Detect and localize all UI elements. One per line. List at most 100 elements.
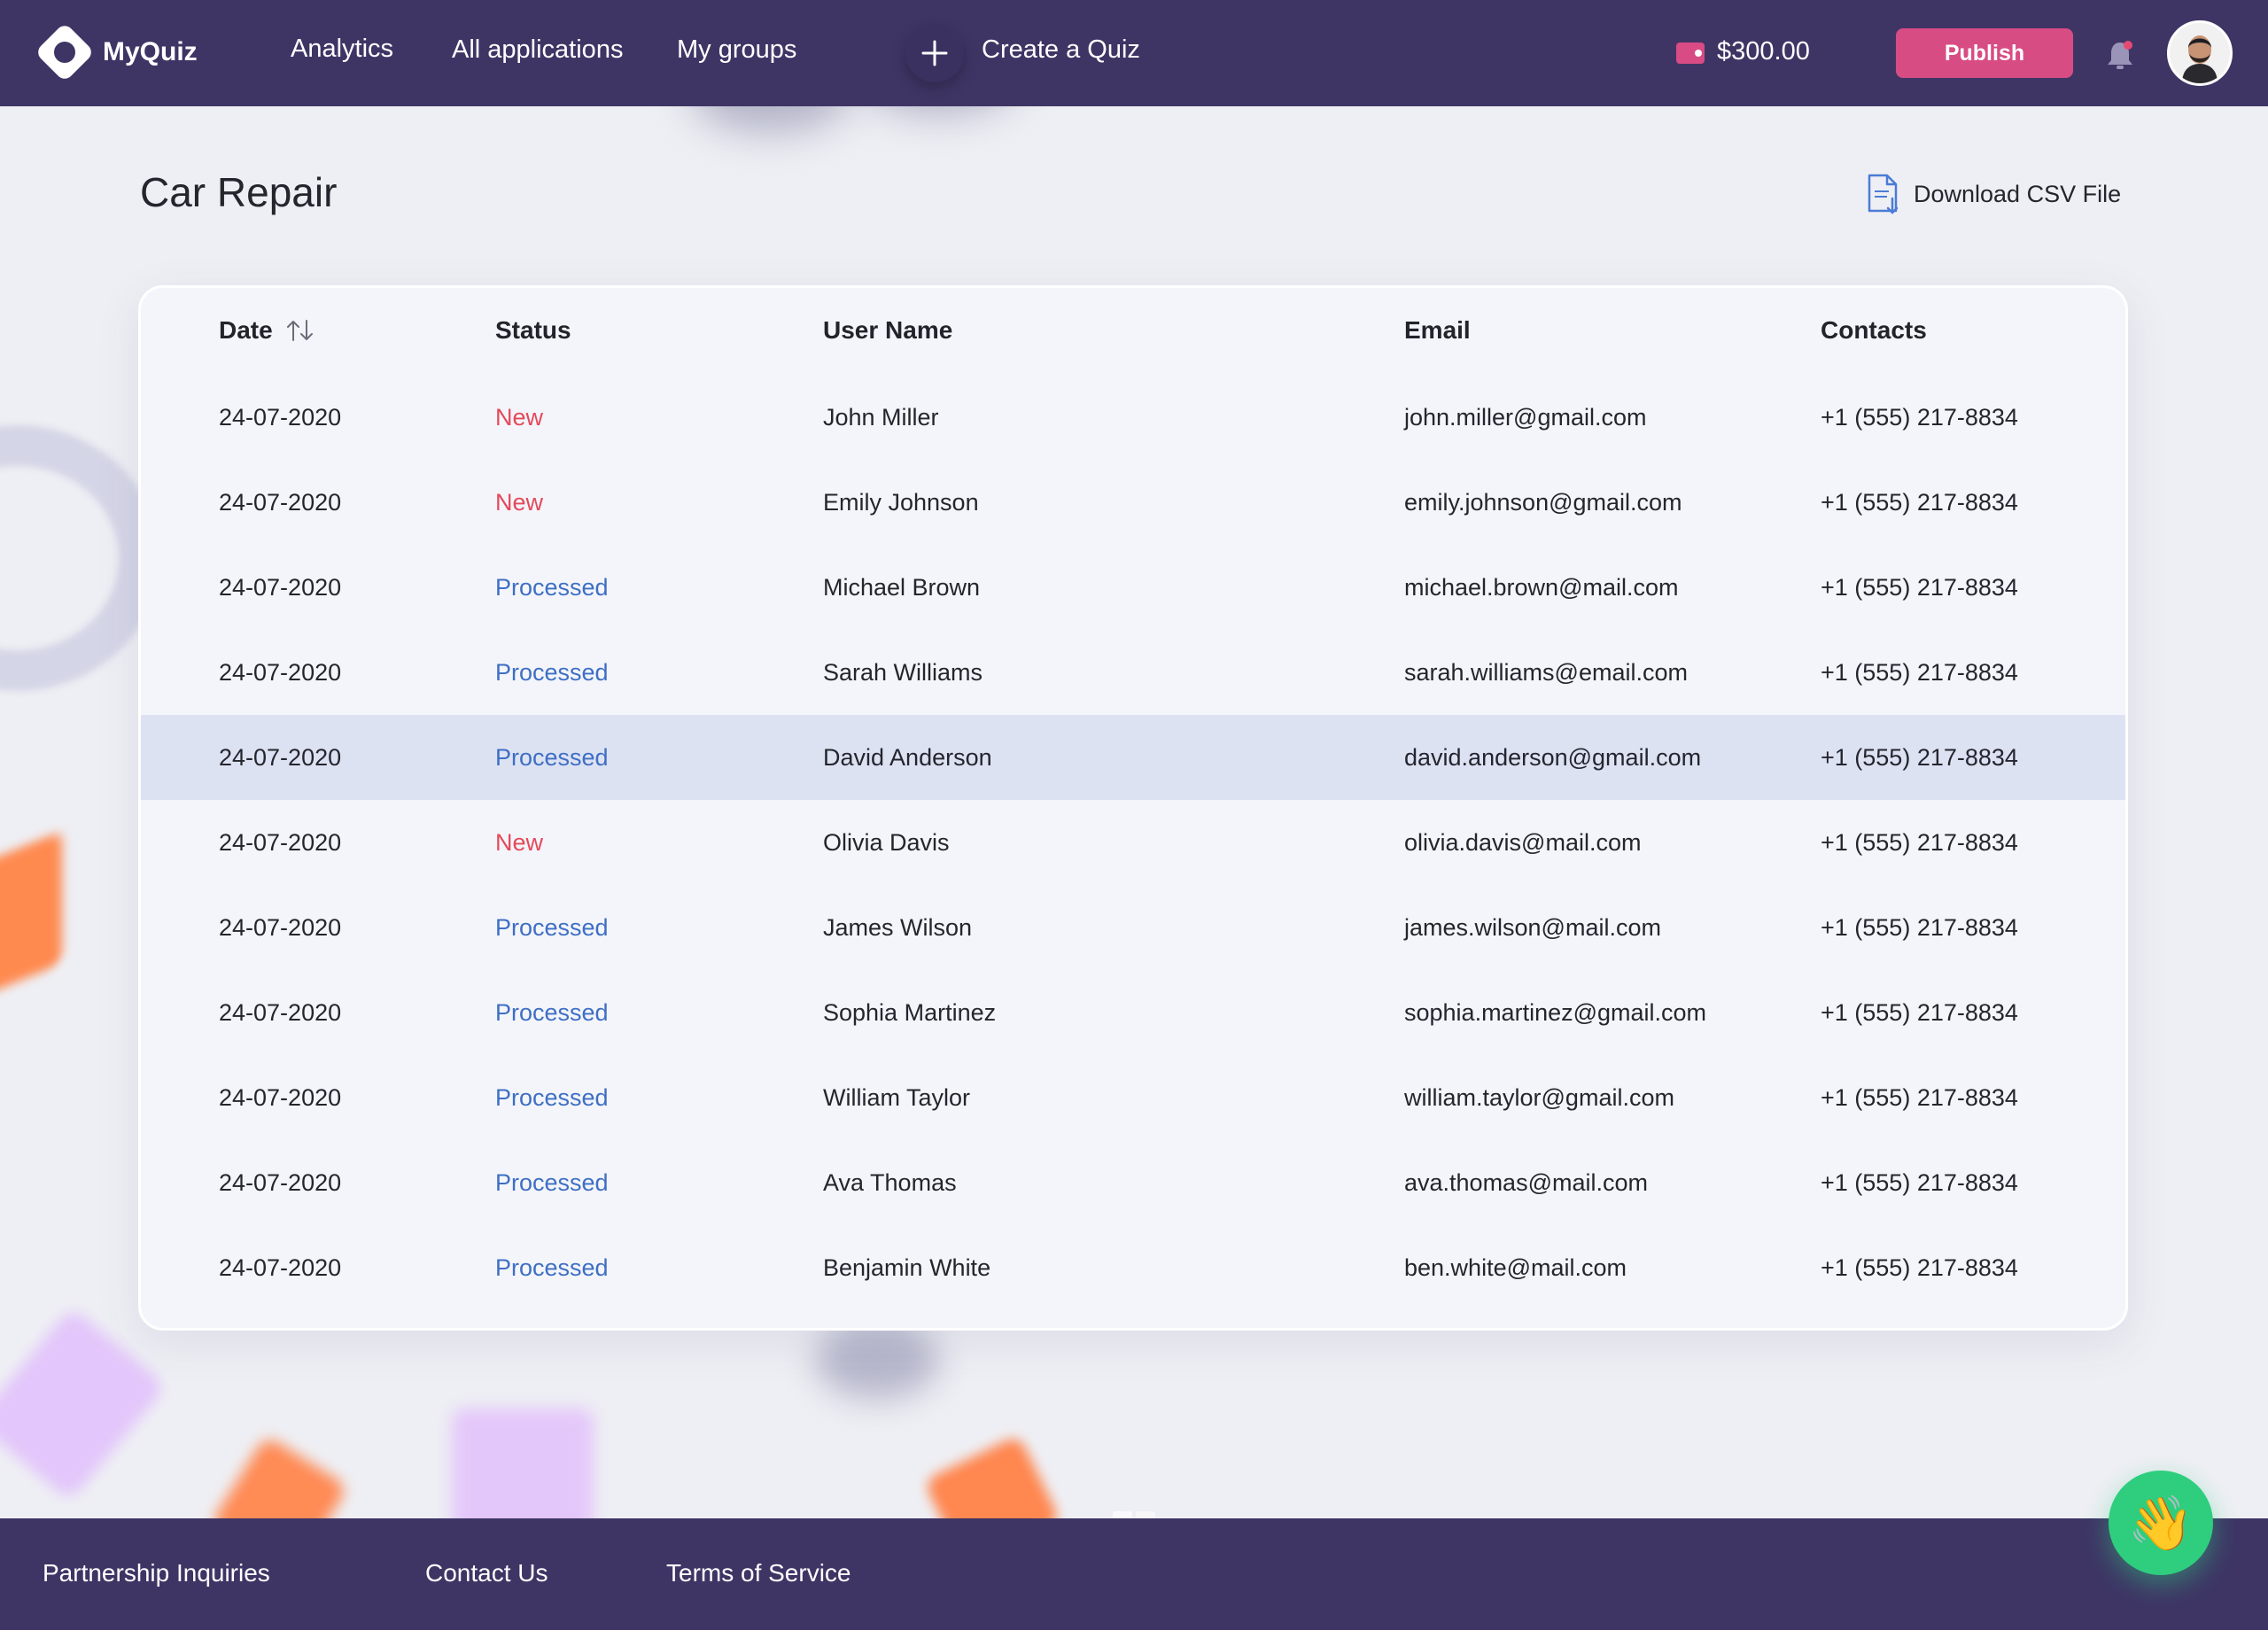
- download-csv-button[interactable]: Download CSV File: [1866, 174, 2121, 214]
- table-row[interactable]: 24-07-2020 Processed James Wilson james.wil…: [141, 885, 2125, 970]
- cell-contact: +1 (555) 217-8834: [1821, 488, 2018, 516]
- cell-date: 24-07-2020: [219, 998, 342, 1026]
- cell-user-name: Sarah Williams: [823, 658, 983, 686]
- cell-user-name: James Wilson: [823, 913, 973, 941]
- cell-date: 24-07-2020: [219, 573, 342, 601]
- cell-status: New: [495, 488, 544, 516]
- cell-user-name: Ava Thomas: [823, 1168, 957, 1196]
- cell-contact: +1 (555) 217-8834: [1821, 1168, 2018, 1196]
- cell-user-name: Benjamin White: [823, 1254, 991, 1281]
- cell-email: ben.white@mail.com: [1404, 1254, 1627, 1281]
- cell-status: Processed: [495, 998, 609, 1026]
- table-row[interactable]: 24-07-2020 New Emily Johnson emily.johnson@…: [141, 460, 2125, 545]
- nav-my-groups[interactable]: My groups: [677, 35, 797, 64]
- table-row[interactable]: 24-07-2020 Processed Sarah Williams sarah.w…: [141, 630, 2125, 715]
- cell-date: 24-07-2020: [219, 913, 342, 941]
- cell-status: Processed: [495, 658, 609, 686]
- column-header-date-label: Date: [219, 316, 273, 344]
- cell-user-name: Michael Brown: [823, 573, 981, 601]
- cell-contact: +1 (555) 217-8834: [1821, 403, 2018, 431]
- footer-partnership-link[interactable]: Partnership Inquiries: [43, 1559, 270, 1587]
- table-row[interactable]: 24-07-2020 Processed William Taylor william…: [141, 1055, 2125, 1140]
- applications-table: Date Status User Name Email Contacts 24-…: [138, 285, 2128, 1331]
- top-navigation-bar: MyQuiz Analytics All applications My gro…: [0, 0, 2268, 106]
- cell-email: william.taylor@gmail.com: [1404, 1083, 1674, 1111]
- column-header-date[interactable]: Date: [219, 288, 315, 373]
- publish-button[interactable]: Publish: [1896, 28, 2073, 78]
- cell-contact: +1 (555) 217-8834: [1821, 828, 2018, 856]
- cell-user-name: William Taylor: [823, 1083, 971, 1111]
- cell-date: 24-07-2020: [219, 1254, 342, 1281]
- cell-email: david.anderson@gmail.com: [1404, 743, 1702, 771]
- nav-create-quiz[interactable]: Create a Quiz: [982, 35, 1140, 64]
- footer-terms-link[interactable]: Terms of Service: [666, 1559, 851, 1587]
- cell-status: Processed: [495, 913, 609, 941]
- main-content: Car Repair Download CSV File Date Status: [0, 106, 2268, 1554]
- cell-user-name: Emily Johnson: [823, 488, 979, 516]
- wallet-icon: [1676, 43, 1705, 64]
- nav-all-applications[interactable]: All applications: [452, 35, 624, 64]
- cell-email: michael.brown@mail.com: [1404, 573, 1679, 601]
- cell-status: Processed: [495, 573, 609, 601]
- sort-arrows-icon[interactable]: [285, 318, 315, 343]
- cell-contact: +1 (555) 217-8834: [1821, 913, 2018, 941]
- cell-email: sophia.martinez@gmail.com: [1404, 998, 1707, 1026]
- cell-status: New: [495, 828, 544, 856]
- cell-status: Processed: [495, 1168, 609, 1196]
- create-quiz-plus-button[interactable]: [905, 24, 964, 82]
- cell-user-name: David Anderson: [823, 743, 992, 771]
- cell-user-name: John Miller: [823, 403, 939, 431]
- cell-contact: +1 (555) 217-8834: [1821, 1083, 2018, 1111]
- cell-email: ava.thomas@mail.com: [1404, 1168, 1648, 1196]
- app-name: MyQuiz: [103, 37, 198, 66]
- cell-date: 24-07-2020: [219, 1083, 342, 1111]
- table-row[interactable]: 24-07-2020 Processed Michael Brown michael.…: [141, 545, 2125, 630]
- cell-email: emily.johnson@gmail.com: [1404, 488, 1682, 516]
- cell-date: 24-07-2020: [219, 1168, 342, 1196]
- cell-date: 24-07-2020: [219, 488, 342, 516]
- cell-status: New: [495, 403, 544, 431]
- table-row[interactable]: 24-07-2020 Processed David Anderson david.a…: [141, 715, 2125, 800]
- table-header-row: Date Status User Name Email Contacts: [141, 288, 2125, 373]
- decor-shadow: [815, 1320, 939, 1400]
- cell-user-name: Sophia Martinez: [823, 998, 997, 1026]
- cell-contact: +1 (555) 217-8834: [1821, 1254, 2018, 1281]
- cell-date: 24-07-2020: [219, 658, 342, 686]
- cell-contact: +1 (555) 217-8834: [1821, 658, 2018, 686]
- table-row[interactable]: 24-07-2020 Processed Ava Thomas ava.thomas@…: [141, 1140, 2125, 1225]
- cell-date: 24-07-2020: [219, 828, 342, 856]
- cell-status: Processed: [495, 1083, 609, 1111]
- cell-email: sarah.williams@email.com: [1404, 658, 1688, 686]
- csv-file-icon: [1868, 174, 1899, 214]
- footer-contact-link[interactable]: Contact Us: [425, 1559, 548, 1587]
- cell-status: Processed: [495, 743, 609, 771]
- table-row[interactable]: 24-07-2020 Processed Sophia Martinez sophia…: [141, 970, 2125, 1055]
- cell-email: john.miller@gmail.com: [1404, 403, 1647, 431]
- account-balance: $300.00: [1717, 37, 1810, 66]
- table-row[interactable]: 24-07-2020 New John Miller john.miller@gmai…: [141, 375, 2125, 460]
- nav-analytics[interactable]: Analytics: [291, 35, 394, 63]
- footer: Partnership Inquiries Contact Us Terms o…: [0, 1518, 2268, 1630]
- column-header-user-name[interactable]: User Name: [823, 316, 953, 344]
- chat-help-button[interactable]: 👋: [2109, 1471, 2213, 1575]
- column-header-status[interactable]: Status: [495, 316, 571, 344]
- column-header-email[interactable]: Email: [1404, 316, 1471, 344]
- myquiz-logo-icon: [35, 23, 94, 82]
- cell-status: Processed: [495, 1254, 609, 1281]
- column-header-contacts[interactable]: Contacts: [1821, 316, 1927, 344]
- table-row[interactable]: 24-07-2020 Processed Benjamin White ben.whi…: [141, 1225, 2125, 1310]
- bell-icon[interactable]: [2105, 39, 2135, 71]
- cell-user-name: Olivia Davis: [823, 828, 950, 856]
- cell-email: james.wilson@mail.com: [1404, 913, 1661, 941]
- cell-date: 24-07-2020: [219, 403, 342, 431]
- cell-date: 24-07-2020: [219, 743, 342, 771]
- table-row[interactable]: 24-07-2020 New Olivia Davis olivia.davis@ma…: [141, 800, 2125, 885]
- waving-hand-icon: 👋: [2127, 1493, 2194, 1553]
- cell-contact: +1 (555) 217-8834: [1821, 743, 2018, 771]
- avatar-portrait-icon: [2170, 23, 2230, 83]
- cell-contact: +1 (555) 217-8834: [1821, 573, 2018, 601]
- page-title: Car Repair: [140, 169, 338, 215]
- app-logo[interactable]: MyQuiz: [35, 23, 198, 82]
- user-avatar[interactable]: [2167, 20, 2233, 86]
- download-csv-label: Download CSV File: [1914, 180, 2122, 207]
